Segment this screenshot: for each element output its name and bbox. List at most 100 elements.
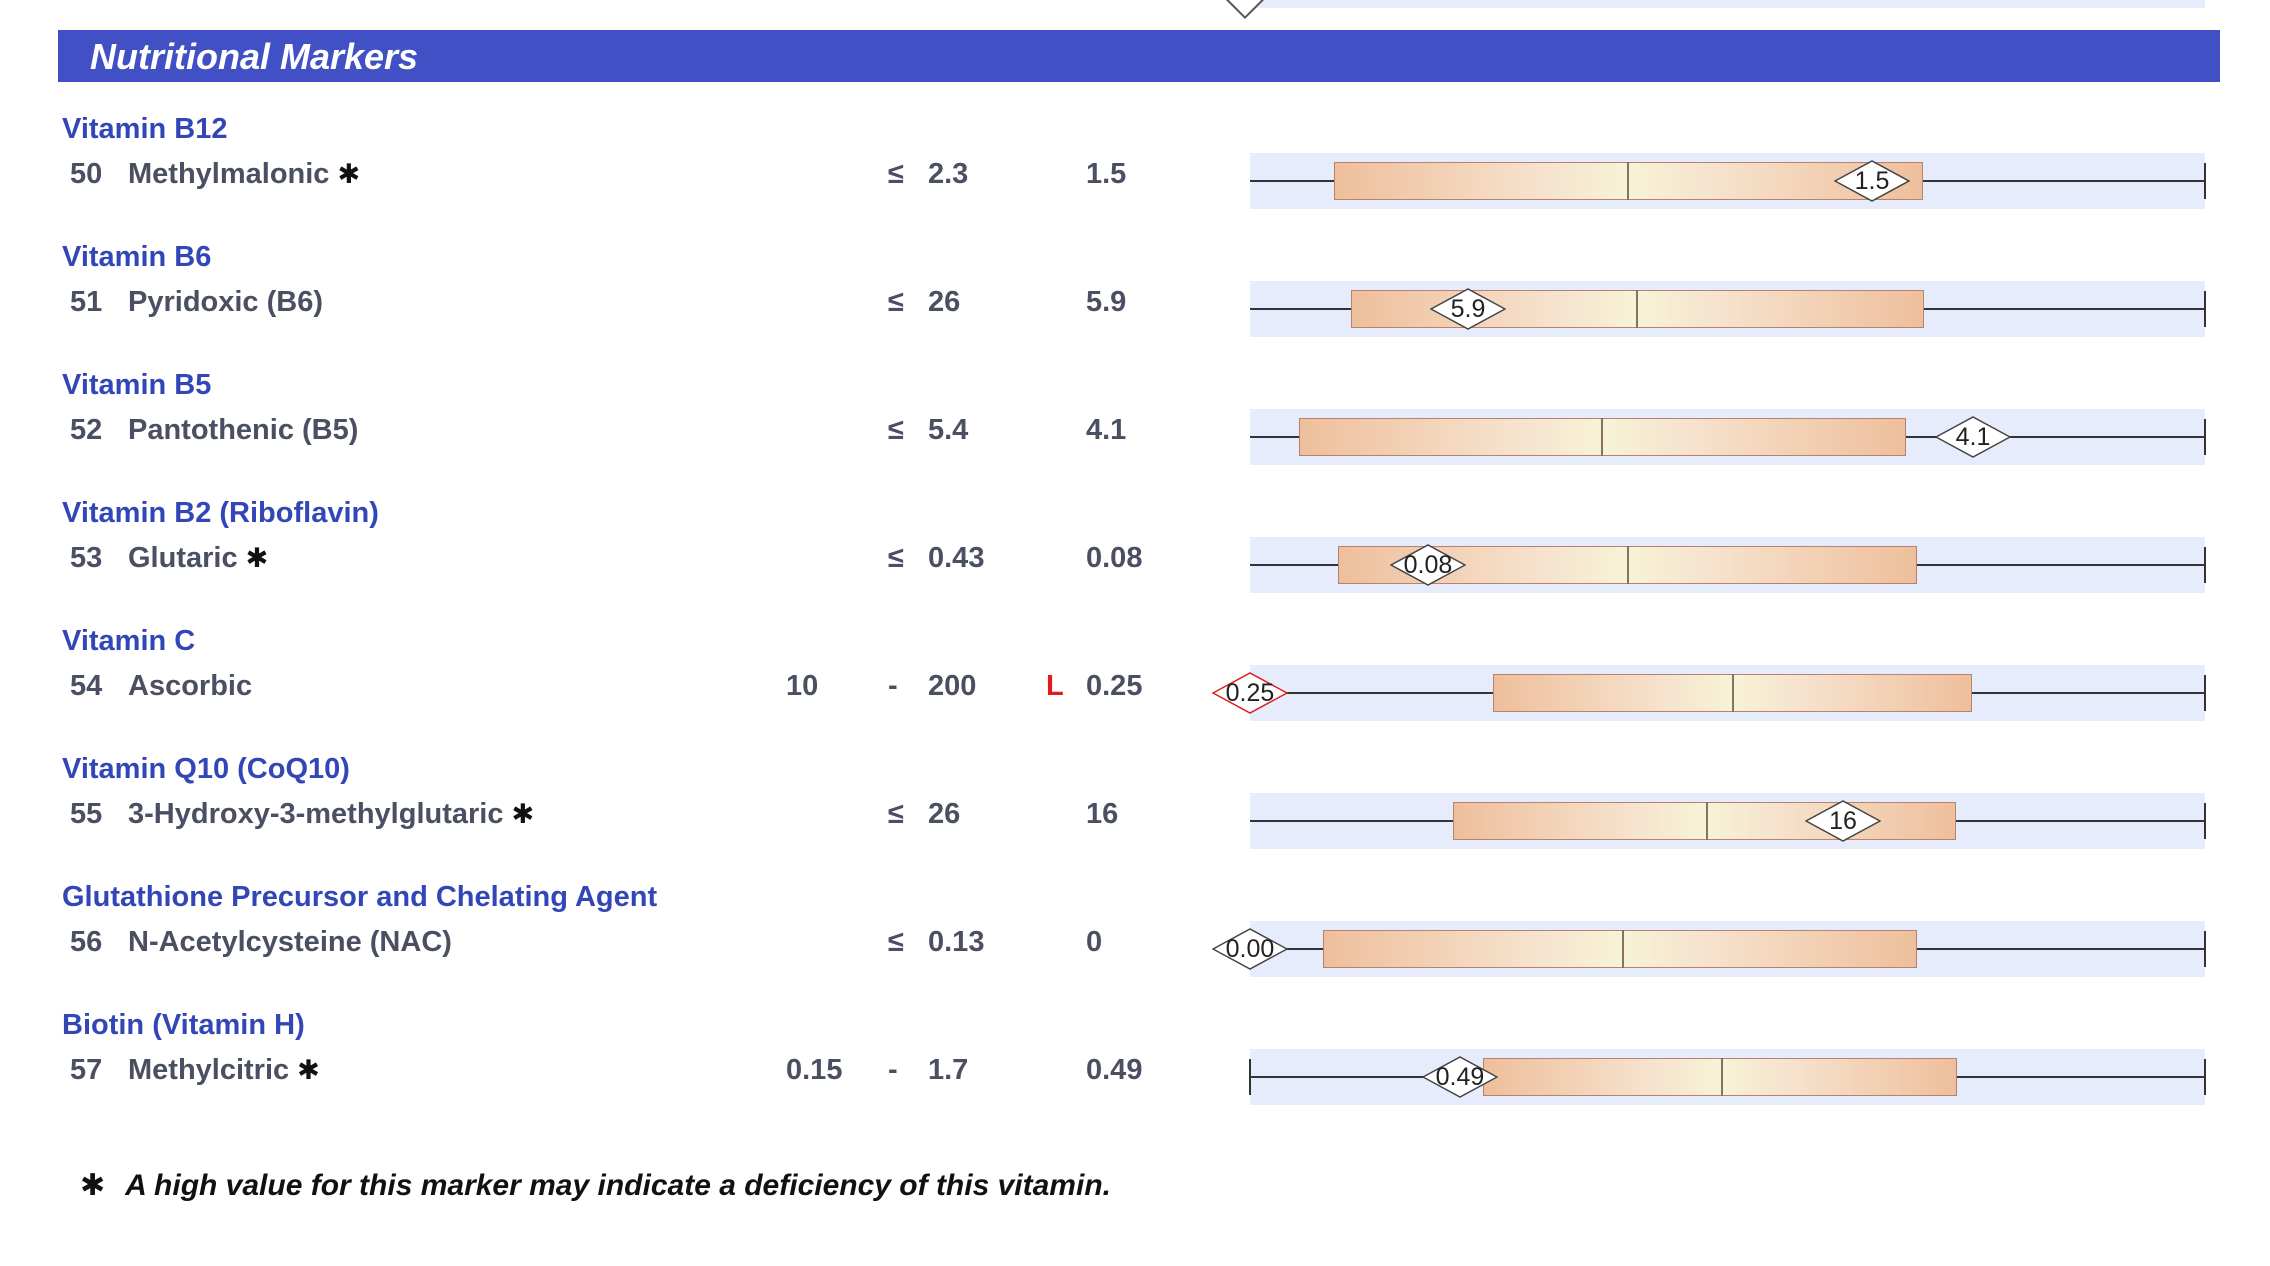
marker-row: Vitamin B5 52 Pantothenic (B5) ≤5.4 4.1 4.1: [0, 369, 2270, 495]
marker-name-text: 3-Hydroxy-3-methylglutaric: [128, 798, 504, 830]
reference-high: 5.4: [928, 414, 969, 446]
marker-category: Vitamin Q10 (CoQ10): [62, 753, 350, 785]
asterisk-icon: ✱: [245, 543, 269, 573]
marker-name-text: Ascorbic: [128, 670, 253, 702]
median-line: [1732, 674, 1734, 712]
asterisk-icon: ✱: [80, 1169, 106, 1202]
marker-name-text: Pyridoxic (B6): [128, 286, 323, 318]
range-bar: 0.49: [1249, 1049, 2206, 1105]
section-header: Nutritional Markers: [58, 30, 2220, 82]
range-end-tick: [2204, 163, 2206, 199]
marker-name-text: Glutaric: [128, 542, 238, 574]
marker-name-text: Methylmalonic: [128, 158, 330, 190]
reference-box: [1323, 930, 1917, 968]
result-diamond: 0.00: [1212, 928, 1288, 970]
reference-operator: ≤: [888, 414, 904, 446]
result-value: 1.5: [1086, 158, 1127, 190]
result-diamond: 4.1: [1935, 416, 2011, 458]
reference-high: 26: [928, 286, 961, 318]
reference-high: 2.3: [928, 158, 969, 190]
marker-name-text: Pantothenic (B5): [128, 414, 359, 446]
asterisk-icon: ✱: [297, 1055, 320, 1085]
range-end-tick: [2204, 931, 2206, 967]
marker-category: Glutathione Precursor and Chelating Agen…: [62, 881, 658, 913]
range-end-tick: [1249, 1059, 1251, 1095]
range-end-tick: [2204, 419, 2206, 455]
marker-name-text: Methylcitric: [128, 1054, 290, 1086]
marker-name: Pantothenic (B5): [128, 414, 358, 447]
marker-category: Vitamin B2 (Riboflavin): [62, 497, 379, 529]
result-diamond-label: 1.5: [1854, 167, 1890, 195]
marker-name: Ascorbic: [128, 670, 252, 703]
marker-name: N-Acetylcysteine (NAC): [128, 926, 452, 959]
marker-row: Vitamin C 54 Ascorbic 10 -200 L 0.25 0.25: [0, 625, 2270, 751]
reference-high: 1.7: [928, 1054, 969, 1086]
marker-name: 3-Hydroxy-3-methylglutaric ✱: [128, 798, 534, 831]
asterisk-icon: ✱: [337, 159, 361, 189]
marker-row: Biotin (Vitamin H) 57 Methylcitric ✱ 0.15 -1.…: [0, 1009, 2270, 1135]
reference-operator: -: [888, 670, 898, 702]
reference-operator: ≤: [888, 542, 904, 574]
median-line: [1601, 418, 1603, 456]
result-diamond-label: 0.00: [1225, 935, 1275, 963]
marker-category: Biotin (Vitamin H): [62, 1009, 305, 1041]
result-value: 0.49: [1086, 1054, 1143, 1086]
marker-row: Vitamin Q10 (CoQ10) 55 3-Hydroxy-3-methylg…: [0, 753, 2270, 879]
result-diamond: 5.9: [1430, 288, 1506, 330]
result-diamond: 0.25: [1212, 672, 1288, 714]
range-bar: 0.08: [1250, 537, 2206, 593]
marker-name: Methylmalonic ✱: [128, 158, 360, 191]
range-bar: 5.9: [1250, 281, 2206, 337]
marker-number: 51: [70, 286, 103, 318]
result-value: 0: [1086, 926, 1103, 958]
reference-high: 26: [928, 798, 961, 830]
reference-operator: ≤: [888, 158, 904, 190]
result-diamond-label: 0.08: [1403, 551, 1453, 579]
result-diamond: 0.08: [1390, 544, 1466, 586]
marker-number: 52: [70, 414, 103, 446]
marker-number: 55: [70, 798, 103, 830]
median-line: [1627, 546, 1629, 584]
reference-operator: ≤: [888, 926, 904, 958]
reference-box: [1483, 1058, 1957, 1096]
median-line: [1622, 930, 1624, 968]
asterisk-icon: ✱: [511, 799, 535, 829]
previous-marker-track: [1250, 0, 2205, 8]
marker-row: Vitamin B12 50 Methylmalonic ✱ ≤2.3 1.5 1.5: [0, 113, 2270, 239]
range-end-tick: [2204, 547, 2206, 583]
range-end-tick: [2204, 803, 2206, 839]
range-end-tick: [2204, 291, 2206, 327]
range-bar: 0.00: [1212, 921, 2206, 977]
result-diamond-label: 5.9: [1450, 295, 1486, 323]
range-bar: 0.25: [1212, 665, 2206, 721]
result-diamond-label: 4.1: [1955, 423, 1991, 451]
marker-name: Pyridoxic (B6): [128, 286, 323, 319]
range-bar: 4.1: [1250, 409, 2206, 465]
marker-number: 53: [70, 542, 103, 574]
median-line: [1636, 290, 1638, 328]
result-value: 0.08: [1086, 542, 1143, 574]
median-line: [1721, 1058, 1723, 1096]
result-diamond: 16: [1805, 800, 1881, 842]
marker-category: Vitamin B6: [62, 241, 212, 273]
marker-category: Vitamin C: [62, 625, 196, 657]
reference-low: 0.15: [786, 1054, 843, 1086]
marker-number: 54: [70, 670, 103, 702]
marker-row: Vitamin B6 51 Pyridoxic (B6) ≤26 5.9 5.9: [0, 241, 2270, 367]
reference-low: 10: [786, 670, 819, 702]
median-line: [1627, 162, 1629, 200]
marker-number: 50: [70, 158, 103, 190]
result-diamond-label: 0.49: [1435, 1063, 1485, 1091]
marker-category: Vitamin B12: [62, 113, 228, 145]
marker-category: Vitamin B5: [62, 369, 212, 401]
range-bar: 1.5: [1250, 153, 2206, 209]
reference-operator: -: [888, 1054, 898, 1086]
result-value: 5.9: [1086, 286, 1127, 318]
reference-operator: ≤: [888, 286, 904, 318]
range-bar: 16: [1250, 793, 2206, 849]
result-value: 4.1: [1086, 414, 1127, 446]
marker-number: 56: [70, 926, 103, 958]
result-value: 0.25: [1086, 670, 1143, 702]
reference-high: 0.13: [928, 926, 985, 958]
result-diamond: 0.49: [1422, 1056, 1498, 1098]
